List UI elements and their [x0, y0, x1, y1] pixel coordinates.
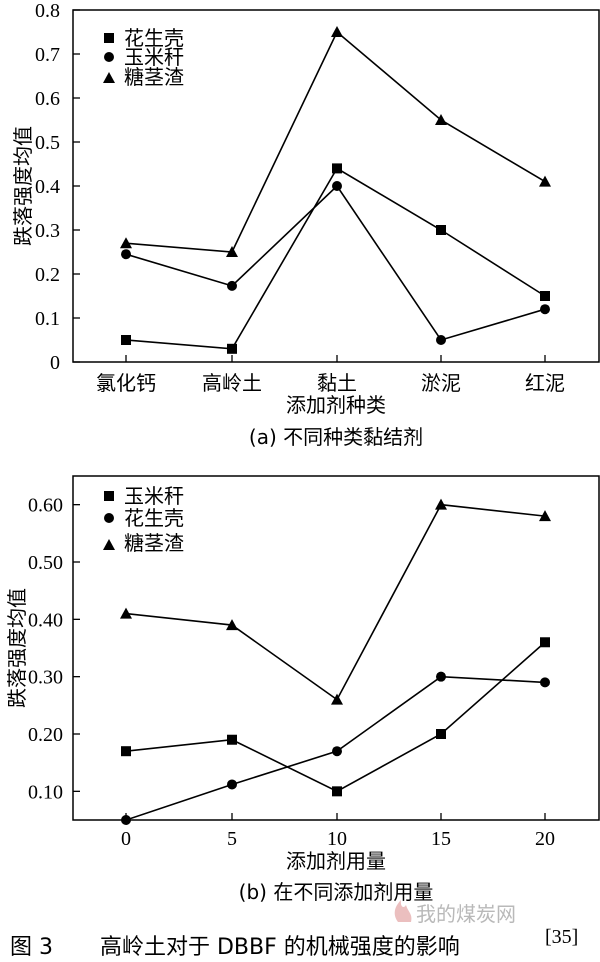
chart-b: 0.10 0.20 0.30 0.40 0.50 0.60 0 5 10 15 20 玉米秆 花生壳…: [5, 475, 600, 904]
y-tick-label-a: 0.2: [35, 264, 60, 286]
series-line-a-0: [125, 167, 546, 350]
axis-ticks-b: 0.10 0.20 0.30 0.40 0.50 0.60 0 5 10 15 20: [28, 495, 555, 850]
data-point-a-1-2: [332, 181, 342, 191]
x-tick-label-a: 高岭土: [202, 371, 262, 395]
data-point-a-0-1: [227, 343, 237, 354]
data-point-b-1-2: [332, 746, 342, 757]
data-point-b-0-4: [540, 637, 550, 648]
series-line-b-2: [125, 503, 546, 701]
y-tick-label-a: 0.7: [35, 44, 60, 66]
chart-a: 0 0.1 0.2 0.3 0.4 0.5 0.6 0.7 0.8 氯化钙 高岭土 黏土 淤泥 红泥 花生…: [11, 0, 600, 449]
legend-b-label-1: 花生壳: [124, 506, 184, 530]
data-point-b-2-4: [539, 510, 551, 522]
data-point-a-0-0: [121, 335, 131, 345]
caption-reference: [35]: [545, 926, 578, 948]
x-tick-label-a: 黏土: [317, 371, 357, 395]
y-axis-title-b: 跌落强度均值: [5, 588, 29, 708]
caption-text: 高岭土对于 DBBF 的机械强度的影响: [100, 935, 460, 960]
data-point-b-2-2: [331, 693, 343, 705]
watermark: 我的煤炭网: [394, 900, 516, 926]
data-point-a-0-4: [540, 291, 550, 301]
figure-caption: 图 3 高岭土对于 DBBF 的机械强度的影响 [35]: [10, 926, 578, 960]
x-tick-label-b: 5: [227, 828, 237, 850]
y-tick-label-a: 0: [50, 352, 60, 374]
data-point-a-2-2: [331, 26, 343, 37]
y-tick-label-b: 0.50: [28, 552, 63, 574]
y-axis-title-a: 跌落强度均值: [11, 126, 35, 246]
legend-b-marker-0: [104, 491, 114, 501]
legend-b: 玉米秆 花生壳 糖茎渣: [103, 484, 184, 555]
y-tick-label-a: 0.1: [35, 308, 60, 330]
x-tick-label-a: 淤泥: [421, 371, 461, 395]
series-group-a: [120, 26, 551, 354]
data-point-a-2-0: [120, 237, 132, 249]
data-point-b-1-3: [436, 671, 446, 682]
y-tick-label-b: 0.20: [28, 724, 63, 746]
series-line-b-0: [125, 641, 546, 793]
data-point-a-1-4: [540, 304, 550, 315]
data-point-a-2-4: [539, 175, 551, 187]
series-line-a-1: [125, 184, 546, 341]
y-tick-label-b: 0.10: [28, 781, 63, 803]
y-tick-label-b: 0.60: [28, 495, 63, 517]
y-tick-label-b: 0.30: [28, 667, 63, 689]
data-point-b-0-1: [227, 734, 237, 745]
y-tick-label-b: 0.40: [28, 609, 63, 631]
data-point-a-1-3: [436, 335, 446, 345]
x-tick-label-b: 10: [327, 828, 347, 850]
axis-ticks-a: 0 0.1 0.2 0.3 0.4 0.5 0.6 0.7 0.8 氯化钙 高岭土 黏土 淤泥 红泥: [35, 0, 565, 395]
data-point-a-1-1: [227, 280, 237, 291]
y-tick-label-a: 0.4: [35, 176, 60, 198]
x-tick-label-b: 0: [121, 828, 131, 850]
flame-logo-icon: [394, 900, 412, 922]
data-point-b-0-0: [121, 746, 131, 757]
subcaption-b: (b) 在不同添加剂用量: [239, 880, 434, 904]
data-point-a-2-3: [435, 114, 447, 125]
data-point-b-1-0: [121, 815, 131, 825]
data-point-b-1-1: [227, 779, 237, 790]
data-point-b-2-3: [435, 498, 447, 510]
legend-a: 花生壳 玉米秆 糖茎渣: [103, 26, 184, 89]
series-group-b: [120, 498, 551, 825]
x-tick-label-b: 15: [431, 828, 451, 850]
legend-a-label-0: 花生壳: [124, 26, 184, 50]
legend-a-label-2: 糖茎渣: [124, 65, 184, 89]
data-point-b-2-0: [120, 607, 132, 619]
x-tick-label-a: 红泥: [525, 371, 565, 395]
legend-a-marker-0: [104, 33, 114, 43]
legend-b-marker-1: [104, 513, 114, 523]
x-axis-title-b: 添加剂用量: [286, 849, 386, 873]
caption-label: 图 3: [10, 935, 53, 960]
y-tick-label-a: 0.6: [35, 88, 60, 110]
x-tick-label-b: 20: [535, 828, 555, 850]
data-point-b-0-2: [332, 786, 342, 797]
legend-b-marker-2: [103, 539, 115, 550]
legend-a-marker-1: [104, 52, 114, 62]
x-axis-title-a: 添加剂种类: [286, 393, 386, 417]
legend-b-label-2: 糖茎渣: [124, 531, 184, 555]
data-point-b-1-4: [540, 677, 550, 688]
legend-b-label-0: 玉米秆: [124, 484, 184, 508]
data-point-b-2-1: [226, 619, 238, 631]
data-point-a-1-0: [121, 249, 131, 260]
y-tick-label-a: 0.8: [35, 0, 60, 22]
y-tick-label-a: 0.5: [35, 132, 60, 154]
watermark-text: 我的煤炭网: [416, 902, 516, 926]
series-line-a-2: [125, 30, 546, 253]
x-tick-label-a: 氯化钙: [96, 371, 156, 395]
y-tick-label-a: 0.3: [35, 220, 60, 242]
data-point-a-0-2: [332, 163, 342, 174]
plot-frame-b: [72, 475, 600, 821]
legend-a-label-1: 玉米秆: [124, 45, 184, 69]
subcaption-a: (a) 不同种类黏结剂: [249, 425, 423, 449]
data-point-a-2-1: [226, 246, 238, 257]
legend-a-marker-2: [103, 72, 115, 83]
data-point-a-0-3: [436, 225, 446, 235]
data-point-b-0-3: [436, 729, 446, 739]
